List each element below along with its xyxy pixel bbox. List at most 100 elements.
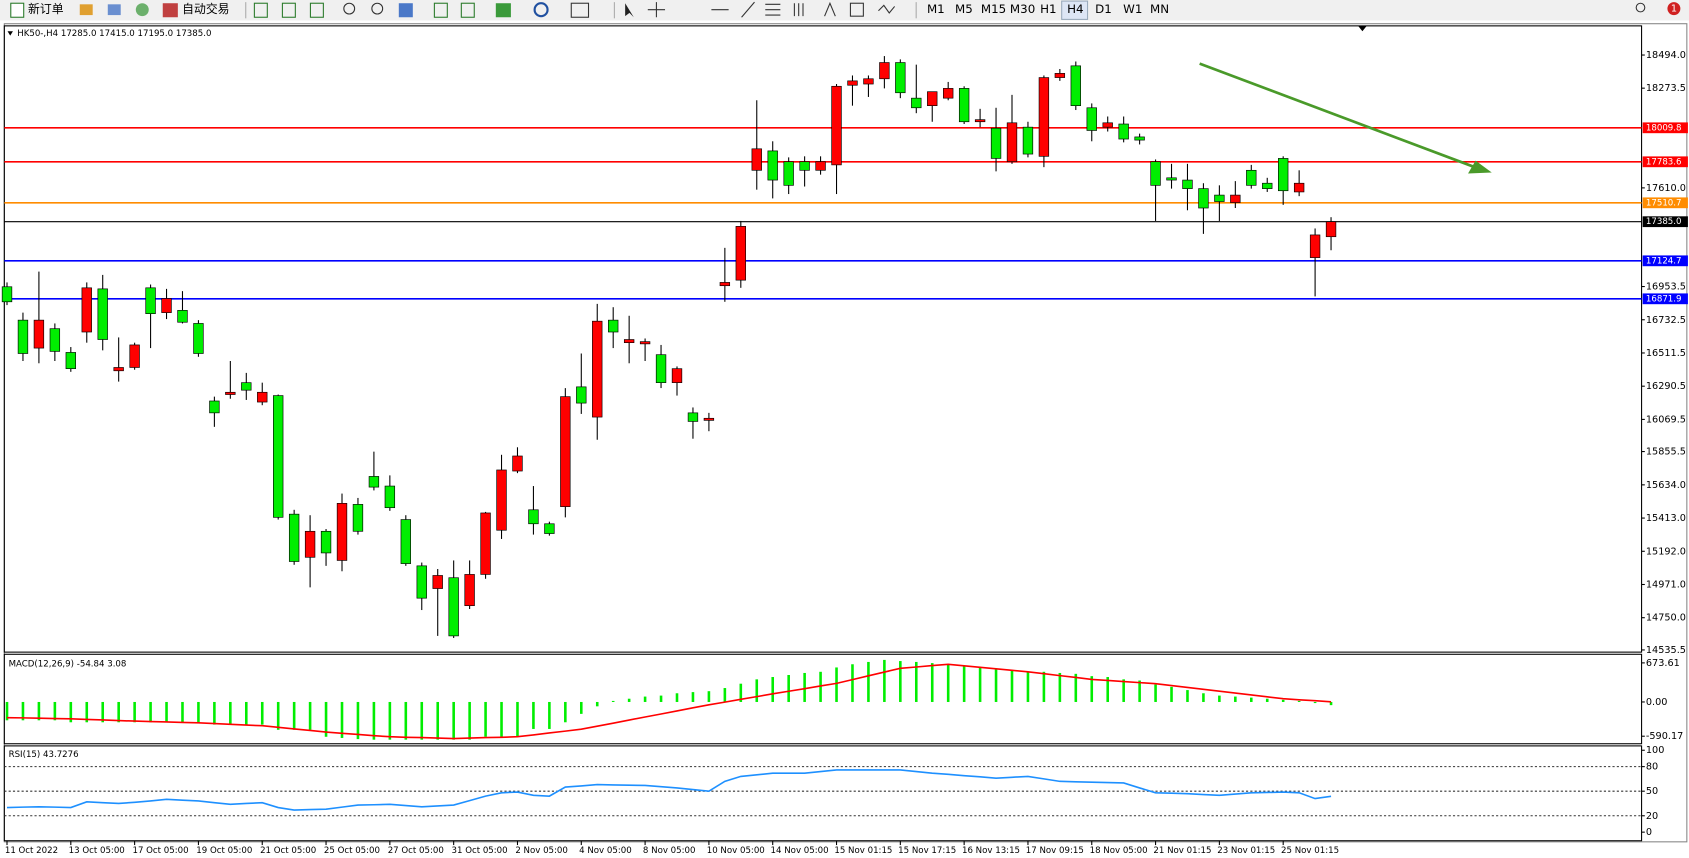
zoom-out-icon[interactable] [371,2,384,15]
timeframe-button[interactable]: M5 [955,2,973,16]
y-tick-label: 15855.5 [1646,447,1686,458]
timeframe-button[interactable]: M1 [927,2,945,16]
macd-bar [1010,670,1014,702]
x-tick-label: 11 Oct 2022 [5,846,58,856]
candle-body [1134,136,1145,141]
timeframe-button[interactable]: M15 [981,2,1006,16]
periods-icon[interactable] [533,2,549,18]
candle-body [1325,221,1337,238]
tile-icon[interactable] [398,3,413,18]
candle-body [1038,77,1050,157]
candle-body [448,577,459,637]
new-order-icon[interactable] [10,2,25,18]
tool-icon[interactable] [135,3,149,17]
candle-body [225,391,236,395]
macd-bar [1202,693,1205,702]
macd-bar [1122,679,1125,702]
macd-bar [484,701,487,737]
indicators-icon[interactable] [495,3,511,18]
macd-bar [133,701,136,723]
candle-body [1230,194,1241,203]
macd-bar [1042,671,1046,702]
candle-body [384,485,396,509]
scroll-icon[interactable] [433,2,448,18]
auto-trading-button[interactable]: 自动交易 [182,2,229,16]
candle-body [1293,182,1305,193]
x-tick-label: 21 Nov 01:15 [1153,846,1211,856]
candle-body [161,298,172,313]
cursor-tool[interactable] [625,3,634,18]
templates-icon[interactable] [570,2,590,18]
label-tool[interactable] [849,2,864,17]
macd-bar [21,701,25,721]
new-order-button[interactable]: 新订单 [28,2,64,16]
macd-bar [468,701,471,740]
main-panel [3,25,1643,653]
macd-bar [930,663,934,702]
macd-bar [500,701,503,737]
timeframe-button[interactable]: H1 [1040,2,1056,16]
candle-body [1054,73,1066,78]
chart-type-icon[interactable] [309,2,324,18]
active-timeframe [1061,0,1089,20]
candle-body [368,476,380,488]
candle-body [1102,122,1113,128]
candle-body [783,161,794,186]
candle-body [496,469,507,531]
chart-type-icon[interactable] [281,2,296,18]
macd-bar [260,701,264,725]
macd-bar [755,679,759,702]
notification-badge[interactable] [1667,2,1681,16]
macd-bar [611,700,615,702]
candle-body [943,88,954,99]
x-tick-label: 10 Nov 05:00 [707,846,765,856]
auto-trading-icon[interactable] [162,3,178,18]
shift-icon[interactable] [460,2,475,18]
macd-bar [835,667,838,702]
macd-bar [1329,701,1333,706]
channel-tool[interactable] [765,3,781,16]
fibo-tool[interactable] [793,3,804,17]
macd-bar [516,701,519,737]
macd-bar [564,701,567,723]
timeframe-button[interactable]: H4 [1067,2,1083,16]
search-icon[interactable] [1635,2,1646,13]
timeframe-button[interactable]: D1 [1095,2,1112,16]
chart-type-icon[interactable] [253,2,268,18]
candle-body [895,62,906,94]
x-tick-label: 17 Oct 05:00 [132,846,188,856]
macd-bar [978,667,982,702]
candle-body [544,523,555,534]
indicator-line [6,769,1332,811]
crosshair-tool[interactable] [647,2,666,18]
macd-bar [340,701,344,738]
macd-bar [197,701,200,723]
macd-bar [1106,677,1110,702]
tool-icon[interactable] [107,4,121,16]
candle-body [49,328,61,352]
trendline-tool[interactable] [741,1,755,18]
x-tick-label: 15 Nov 17:15 [898,846,956,856]
x-tick-label: 16 Nov 13:15 [962,846,1020,856]
macd-bar [1026,671,1030,702]
shapes-tool[interactable] [878,4,896,14]
candle-body [209,400,220,414]
x-tick-label: 2 Nov 05:00 [515,846,568,856]
zoom-in-icon[interactable] [343,2,356,15]
candle-body [974,119,986,123]
x-tick-label: 27 Oct 05:00 [388,846,444,856]
timeframe-button[interactable]: M30 [1010,2,1035,16]
x-tick-label: 23 Nov 01:15 [1217,846,1275,856]
timeframe-button[interactable]: MN [1150,2,1169,16]
candle-body [177,310,188,323]
text-tool[interactable] [824,1,836,17]
macd-bar [149,701,152,723]
timeframe-button[interactable]: W1 [1123,2,1142,16]
tool-icon[interactable] [79,4,93,16]
candle-body [879,62,890,80]
macd-bar [292,701,296,730]
y-tick-label: 14971.0 [1646,579,1686,590]
candle-body [592,320,603,418]
